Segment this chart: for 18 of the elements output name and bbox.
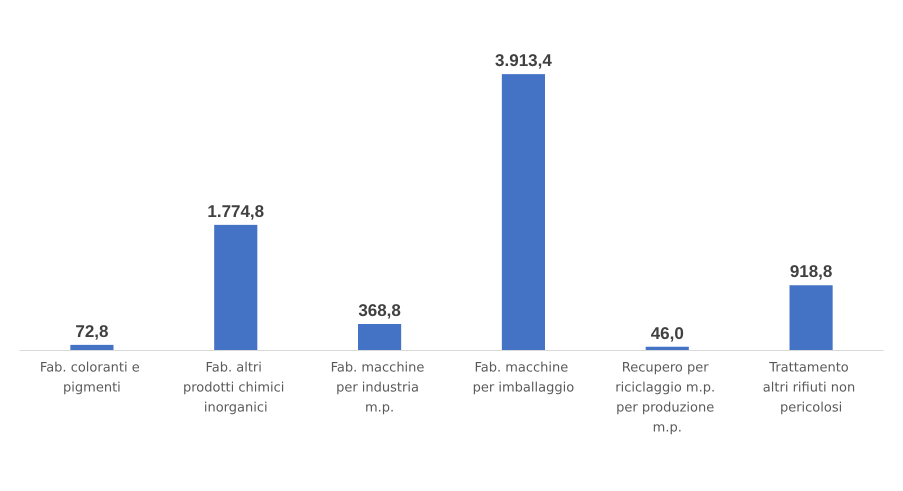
data-label: 1.774,8: [207, 202, 264, 221]
data-label: 46,0: [650, 324, 684, 343]
bar: [502, 74, 545, 350]
bar: [358, 324, 402, 350]
data-label: 368,8: [358, 301, 401, 320]
x-tick-label: Fab. altri prodotti chimici inorganici: [182, 360, 289, 416]
x-tick-label: Fab. macchine per industria m.p.: [330, 360, 429, 416]
data-label: 3.913,4: [495, 51, 552, 70]
x-tick-label: Recupero per riciclaggio m.p. per produzione m.p.: [615, 360, 720, 436]
bar: [214, 224, 258, 350]
data-label: 918,8: [790, 262, 832, 282]
x-tick-label: Fab. coloranti e pigmenti: [40, 360, 144, 396]
x-tick-label: Fab. macchine per imballaggio: [472, 360, 574, 396]
data-label: 72,8: [75, 322, 108, 341]
bar: [790, 285, 833, 350]
bar: [70, 344, 114, 350]
x-tick-label: Trattamento altri rifiuti non pericolosi: [762, 360, 860, 416]
bar: [646, 346, 689, 350]
